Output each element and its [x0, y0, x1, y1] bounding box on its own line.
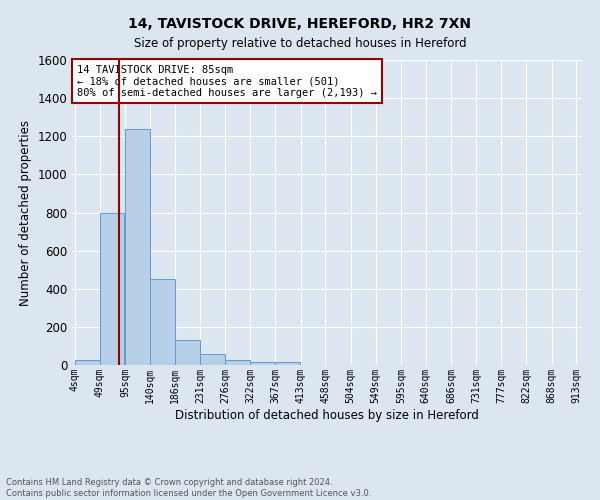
Bar	[100, 212, 124, 365]
Text: Contains HM Land Registry data © Crown copyright and database right 2024.
Contai: Contains HM Land Registry data © Crown c…	[6, 478, 371, 498]
Bar	[250, 362, 275, 365]
Bar	[175, 340, 200, 365]
Bar	[75, 360, 100, 365]
Text: 14, TAVISTOCK DRIVE, HEREFORD, HR2 7XN: 14, TAVISTOCK DRIVE, HEREFORD, HR2 7XN	[128, 18, 472, 32]
Bar	[150, 279, 175, 365]
Bar	[125, 128, 150, 365]
X-axis label: Distribution of detached houses by size in Hereford: Distribution of detached houses by size …	[175, 408, 479, 422]
Y-axis label: Number of detached properties: Number of detached properties	[19, 120, 32, 306]
Bar	[200, 354, 225, 365]
Text: Size of property relative to detached houses in Hereford: Size of property relative to detached ho…	[134, 38, 466, 51]
Bar	[275, 362, 300, 365]
Text: 14 TAVISTOCK DRIVE: 85sqm
← 18% of detached houses are smaller (501)
80% of semi: 14 TAVISTOCK DRIVE: 85sqm ← 18% of detac…	[77, 64, 377, 98]
Bar	[225, 360, 250, 365]
